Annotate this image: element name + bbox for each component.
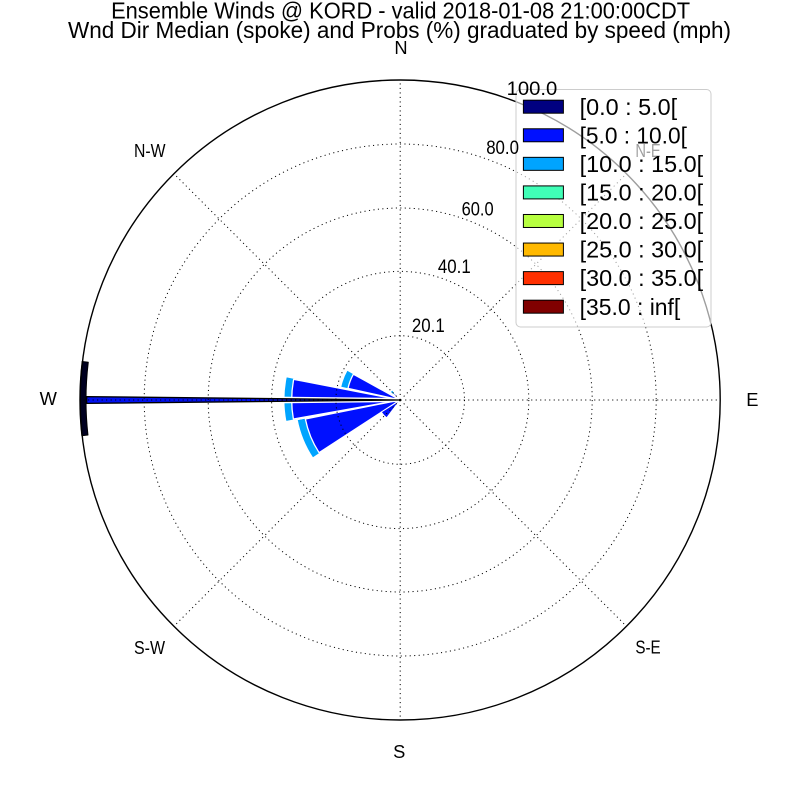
svg-text:[30.0 : 35.0[: [30.0 : 35.0[ [580, 265, 704, 291]
svg-text:N: N [394, 37, 407, 58]
svg-text:40.1: 40.1 [438, 257, 471, 278]
svg-text:80.0: 80.0 [486, 138, 519, 159]
svg-text:Wnd Dir Median (spoke) and Pro: Wnd Dir Median (spoke) and Probs (%) gra… [68, 17, 731, 43]
svg-text:S-E: S-E [635, 637, 660, 658]
svg-text:E: E [746, 389, 758, 410]
svg-text:[15.0 : 20.0[: [15.0 : 20.0[ [580, 180, 704, 206]
svg-text:20.1: 20.1 [412, 316, 445, 337]
svg-text:N-W: N-W [134, 140, 166, 161]
svg-text:100.0: 100.0 [507, 79, 558, 100]
svg-text:W: W [40, 388, 58, 409]
svg-text:60.0: 60.0 [462, 200, 494, 221]
svg-text:S: S [393, 741, 405, 762]
svg-text:[35.0 : inf[: [35.0 : inf[ [580, 294, 681, 320]
svg-text:[10.0 : 15.0[: [10.0 : 15.0[ [580, 151, 704, 177]
svg-text:[0.0 : 5.0[: [0.0 : 5.0[ [580, 94, 678, 120]
svg-text:S-W: S-W [134, 637, 166, 658]
svg-text:Ensemble Winds @ KORD - valid: Ensemble Winds @ KORD - valid 2018-01-08… [111, 0, 690, 24]
svg-text:[25.0 : 30.0[: [25.0 : 30.0[ [580, 237, 704, 263]
svg-text:[20.0 : 25.0[: [20.0 : 25.0[ [580, 208, 704, 234]
svg-text:[5.0 : 10.0[: [5.0 : 10.0[ [580, 122, 688, 148]
